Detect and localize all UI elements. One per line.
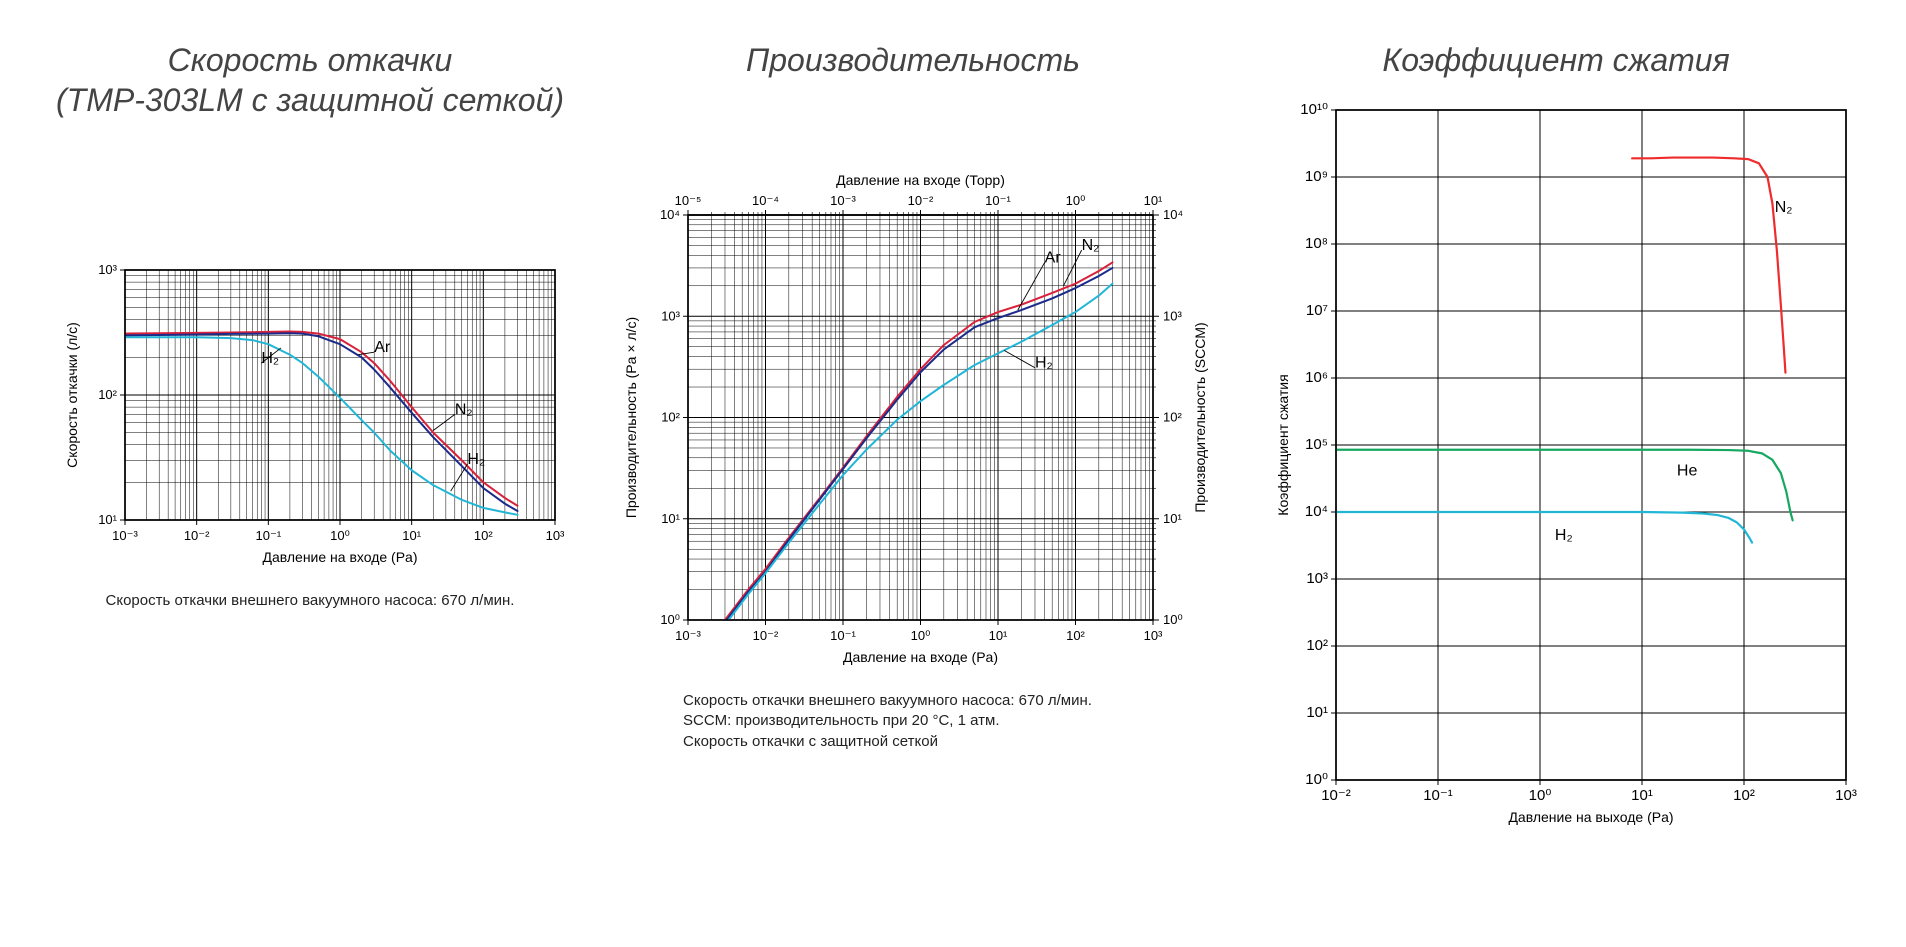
svg-text:Производительность (SCCM): Производительность (SCCM) (1192, 322, 1208, 512)
panel-compression: Коэффициент сжатия N₂ He H₂ 10⁻² 10⁻¹ 10⁰ 10¹ 1… (1236, 40, 1876, 845)
caption-throughput-1: Скорость откачки внешнего вакуумного нас… (683, 692, 1092, 709)
svg-text:N₂: N₂ (1082, 237, 1100, 254)
svg-text:10⁰: 10⁰ (330, 528, 350, 543)
svg-text:H₂: H₂ (467, 451, 485, 468)
svg-text:10⁻¹: 10⁻¹ (985, 193, 1011, 208)
title-pump-speed-line2: (TMP-303LM с защитной сеткой) (56, 82, 564, 118)
chart-pump-speed: Ar N₂ H₂ H₂ 10⁻³ 10⁻² 10⁻¹ 10⁰ 10¹ 10² 10³ 10¹ 10² 10… (50, 260, 570, 580)
svg-text:10⁸: 10⁸ (1305, 235, 1328, 252)
svg-text:10⁰: 10⁰ (1066, 193, 1086, 208)
svg-text:10⁻³: 10⁻³ (675, 628, 701, 643)
svg-text:10³: 10³ (1163, 308, 1182, 323)
svg-text:10⁰: 10⁰ (1163, 612, 1183, 627)
svg-text:10¹: 10¹ (1631, 787, 1653, 804)
svg-text:10³: 10³ (98, 262, 117, 277)
svg-text:10¹: 10¹ (1163, 511, 1182, 526)
svg-text:10⁰: 10⁰ (660, 612, 680, 627)
svg-text:10⁰: 10⁰ (1529, 787, 1552, 804)
svg-text:10⁻¹: 10⁻¹ (256, 528, 282, 543)
title-throughput: Производительность (746, 40, 1080, 80)
svg-text:10⁰: 10⁰ (911, 628, 931, 643)
svg-text:10¹: 10¹ (98, 512, 117, 527)
chart-compression: N₂ He H₂ 10⁻² 10⁻¹ 10⁰ 10¹ 10² 10³ 10⁰ 10¹ 10² 10³ 10… (1246, 100, 1866, 840)
svg-text:10³: 10³ (1144, 628, 1163, 643)
svg-text:H₂: H₂ (261, 350, 279, 367)
chart-throughput: N₂ArH₂10⁻³10⁻²10⁻¹10⁰10¹10²10³10⁰10¹10²1… (603, 160, 1223, 680)
svg-text:Скорость откачки (л/с): Скорость откачки (л/с) (64, 322, 80, 468)
svg-text:10²: 10² (1306, 637, 1328, 654)
svg-text:10⁻¹: 10⁻¹ (1423, 787, 1453, 804)
svg-text:10²: 10² (661, 410, 680, 425)
svg-text:10¹: 10¹ (402, 528, 421, 543)
svg-text:10¹: 10¹ (1306, 704, 1328, 721)
svg-text:10⁻¹: 10⁻¹ (830, 628, 856, 643)
svg-text:10³: 10³ (546, 528, 565, 543)
svg-text:10⁻³: 10⁻³ (830, 193, 856, 208)
svg-text:H₂: H₂ (1555, 527, 1573, 544)
svg-text:10²: 10² (98, 387, 117, 402)
svg-text:10⁻²: 10⁻² (908, 193, 934, 208)
svg-text:10¹: 10¹ (989, 628, 1008, 643)
svg-text:10³: 10³ (1306, 570, 1328, 587)
svg-text:10⁴: 10⁴ (1305, 503, 1328, 520)
svg-text:10²: 10² (474, 528, 493, 543)
title-pump-speed-line1: Скорость откачки (168, 42, 453, 78)
svg-text:10⁰: 10⁰ (1305, 771, 1328, 788)
svg-text:10⁻⁵: 10⁻⁵ (675, 193, 702, 208)
svg-text:Давление на входе (Торр): Давление на входе (Торр) (836, 172, 1005, 188)
svg-text:10⁶: 10⁶ (1305, 369, 1328, 386)
svg-text:10⁻²: 10⁻² (184, 528, 210, 543)
svg-text:H₂: H₂ (1035, 355, 1053, 372)
panel-throughput: Производительность N₂ Ar H₂ 10⁻³ 10⁻² 10⁻¹ 10⁰… (593, 40, 1233, 752)
svg-text:10⁴: 10⁴ (660, 207, 680, 222)
chart-throughput-wrap: N₂ArH₂10⁻³10⁻²10⁻¹10⁰10¹10²10³10⁰10¹10²1… (603, 160, 1223, 685)
chart-pump-speed-wrap: Ar N₂ H₂ H₂ 10⁻³ 10⁻² 10⁻¹ 10⁰ 10¹ 10² 10³ 10¹ 10² 10… (50, 260, 570, 585)
svg-text:Давление на входе (Pa): Давление на входе (Pa) (262, 549, 417, 565)
svg-text:10²: 10² (1163, 410, 1182, 425)
caption-throughput: Скорость откачки внешнего вакуумного нас… (683, 691, 1203, 752)
svg-text:He: He (1677, 463, 1698, 480)
svg-text:N₂: N₂ (1775, 199, 1793, 216)
svg-text:10⁻³: 10⁻³ (112, 528, 138, 543)
title-pump-speed: Скорость откачки (TMP-303LM с защитной с… (56, 40, 564, 120)
svg-text:10⁻⁴: 10⁻⁴ (752, 193, 779, 208)
svg-text:N₂: N₂ (455, 401, 473, 418)
svg-text:10¹⁰: 10¹⁰ (1300, 101, 1328, 118)
svg-text:10⁻²: 10⁻² (753, 628, 779, 643)
title-compression: Коэффициент сжатия (1382, 40, 1729, 80)
page: Скорость откачки (TMP-303LM с защитной с… (0, 0, 1906, 947)
svg-text:10⁹: 10⁹ (1305, 168, 1328, 185)
svg-text:10¹: 10¹ (1144, 193, 1163, 208)
panel-pump-speed: Скорость откачки (TMP-303LM с защитной с… (30, 40, 590, 611)
svg-text:Давление на выходе (Pa): Давление на выходе (Pa) (1508, 809, 1673, 825)
svg-text:10³: 10³ (661, 308, 680, 323)
svg-text:10⁷: 10⁷ (1306, 302, 1328, 319)
caption-throughput-3: Скорость откачки с защитной сеткой (683, 733, 938, 750)
svg-text:Ar: Ar (374, 339, 391, 356)
svg-text:10⁵: 10⁵ (1305, 436, 1328, 453)
svg-text:10¹: 10¹ (661, 511, 680, 526)
svg-text:10³: 10³ (1835, 787, 1857, 804)
svg-text:10²: 10² (1066, 628, 1085, 643)
caption-pump-speed: Скорость откачки внешнего вакуумного нас… (80, 591, 540, 611)
caption-throughput-2: SCCM: производительность при 20 °C, 1 ат… (683, 712, 1000, 729)
chart-compression-wrap: N₂ He H₂ 10⁻² 10⁻¹ 10⁰ 10¹ 10² 10³ 10⁰ 10¹ 10² 10³ 10… (1246, 100, 1866, 845)
svg-text:Коэффициент сжатия: Коэффициент сжатия (1275, 374, 1291, 515)
svg-text:Ar: Ar (1045, 249, 1062, 266)
svg-text:10⁴: 10⁴ (1163, 207, 1183, 222)
svg-text:Давление на входе (Pa): Давление на входе (Pa) (843, 649, 998, 665)
svg-text:10²: 10² (1733, 787, 1755, 804)
svg-text:10⁻²: 10⁻² (1321, 787, 1351, 804)
svg-text:Производительность (Pa × л/с): Производительность (Pa × л/с) (623, 317, 639, 518)
